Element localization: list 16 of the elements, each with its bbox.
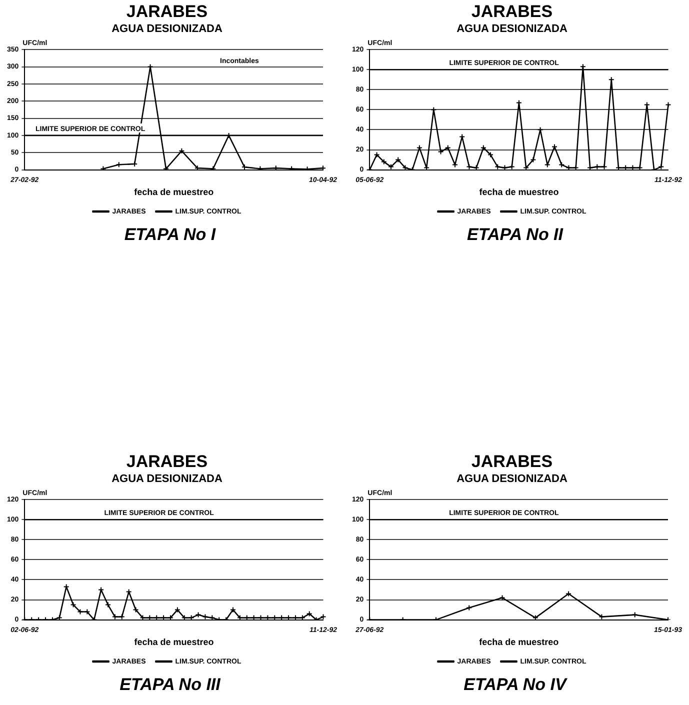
text: ETAPA No III bbox=[118, 675, 222, 695]
x-axis-title: fecha de muestreo bbox=[479, 637, 560, 648]
chart-subtitle: AGUA DESIONIZADA bbox=[112, 23, 222, 36]
x-axis-title: fecha de muestreo bbox=[134, 637, 214, 648]
text: ETAPA No IV bbox=[462, 675, 568, 695]
x-axis-title: fecha de muestreo bbox=[134, 187, 214, 198]
chart-title: JARABES bbox=[126, 2, 208, 21]
chart-subtitle: AGUA DESIONIZADA bbox=[456, 473, 568, 486]
chart-title: JARABES bbox=[471, 452, 553, 471]
text: ETAPA No II bbox=[466, 225, 564, 245]
chart-title: JARABES bbox=[126, 452, 208, 471]
chart-subtitle: AGUA DESIONIZADA bbox=[456, 23, 568, 36]
chart-title: JARABES bbox=[471, 2, 553, 21]
x-axis-title: fecha de muestreo bbox=[479, 187, 560, 198]
chart-subtitle: AGUA DESIONIZADA bbox=[112, 473, 222, 486]
text: ETAPA No I bbox=[123, 225, 217, 245]
